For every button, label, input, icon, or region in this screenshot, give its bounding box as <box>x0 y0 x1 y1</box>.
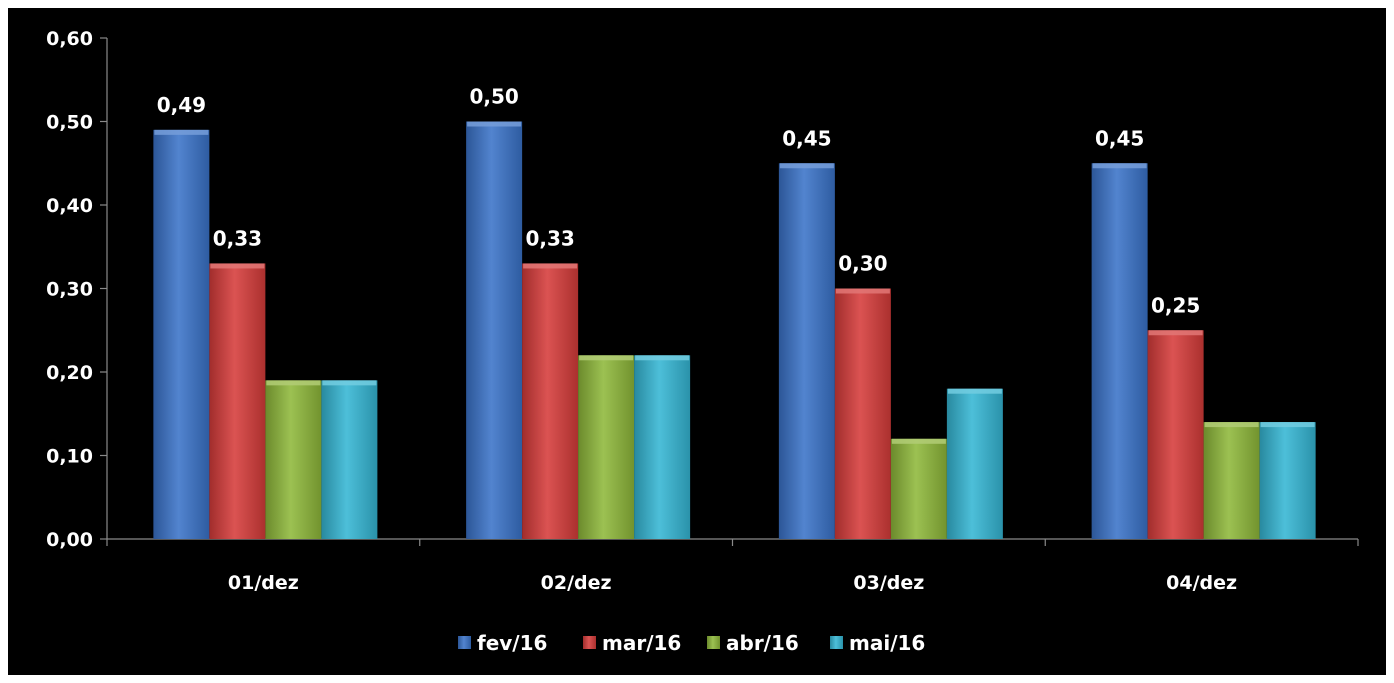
data-label: 0,49 <box>157 93 206 117</box>
bar-abr-16-02-dez <box>578 355 635 539</box>
y-tick-label: 0,50 <box>46 112 93 134</box>
y-tick-label: 0,60 <box>46 28 93 50</box>
data-label: 0,45 <box>782 126 831 150</box>
data-label: 0,25 <box>1151 293 1200 317</box>
bar-cap <box>835 288 890 294</box>
bar-cap <box>947 388 1002 394</box>
bar-abr-16-01-dez <box>265 380 322 539</box>
bars <box>153 121 1316 539</box>
bar-mai-16-03-dez <box>946 388 1003 539</box>
data-label: 0,33 <box>213 226 262 250</box>
bar-fev-16-03-dez <box>778 163 835 539</box>
bar-mai-16-02-dez <box>634 355 691 539</box>
y-tick-label: 0,20 <box>46 362 93 384</box>
bar-fev-16-01-dez <box>153 129 210 539</box>
y-tick-label: 0,10 <box>46 446 93 468</box>
bar-cap <box>1204 422 1259 428</box>
bar-abr-16-04-dez <box>1203 422 1260 539</box>
data-label: 0,33 <box>525 226 574 250</box>
y-tick-label: 0,30 <box>46 279 93 301</box>
x-tick-label: 02/dez <box>541 572 612 594</box>
data-label: 0,30 <box>838 252 887 276</box>
bar-cap <box>266 380 321 386</box>
bar-cap <box>779 163 834 169</box>
bar-cap <box>1148 330 1203 336</box>
data-labels: 0,49 0,50 0,45 0,45 0,33 0,33 0,30 0,25 <box>157 85 1201 318</box>
y-tick-label: 0,00 <box>46 529 93 551</box>
legend-swatch-fev-16 <box>458 636 471 649</box>
bar-mai-16-01-dez <box>321 380 378 539</box>
legend-label-mai-16: mai/16 <box>849 631 925 655</box>
bar-mai-16-04-dez <box>1259 422 1316 539</box>
legend-swatch-mar-16 <box>583 636 596 649</box>
legend: fev/16 mar/16 abr/16 mai/16 <box>458 631 925 655</box>
data-label: 0,50 <box>469 85 518 109</box>
legend-label-mar-16: mar/16 <box>602 631 681 655</box>
bar-mar-16-04-dez <box>1147 330 1204 539</box>
bar-mar-16-03-dez <box>834 288 891 539</box>
bar-mar-16-02-dez <box>522 263 579 539</box>
bar-cap <box>579 355 634 361</box>
legend-label-abr-16: abr/16 <box>726 631 799 655</box>
legend-swatch-mai-16 <box>830 636 843 649</box>
bar-cap <box>467 121 522 127</box>
bar-cap <box>210 263 265 269</box>
x-tick-label: 03/dez <box>853 572 924 594</box>
x-tick-label: 04/dez <box>1166 572 1237 594</box>
bar-fev-16-02-dez <box>466 121 523 539</box>
legend-swatch-abr-16 <box>707 636 720 649</box>
bar-cap <box>154 129 209 135</box>
axes: 0,00 0,10 0,20 0,30 0,40 0,50 0,60 01/dez 02/dez… <box>46 28 1359 594</box>
data-label: 0,45 <box>1095 126 1144 150</box>
bar-abr-16-03-dez <box>890 438 947 539</box>
bar-cap <box>1260 422 1315 428</box>
bar-cap <box>523 263 578 269</box>
legend-label-fev-16: fev/16 <box>477 631 547 655</box>
bar-mar-16-01-dez <box>209 263 266 539</box>
bar-fev-16-04-dez <box>1091 163 1148 539</box>
bar-cap <box>891 438 946 444</box>
x-tick-label: 01/dez <box>228 572 299 594</box>
bar-cap <box>322 380 377 386</box>
bar-cap <box>1092 163 1147 169</box>
y-tick-label: 0,40 <box>46 195 93 217</box>
bar-cap <box>635 355 690 361</box>
